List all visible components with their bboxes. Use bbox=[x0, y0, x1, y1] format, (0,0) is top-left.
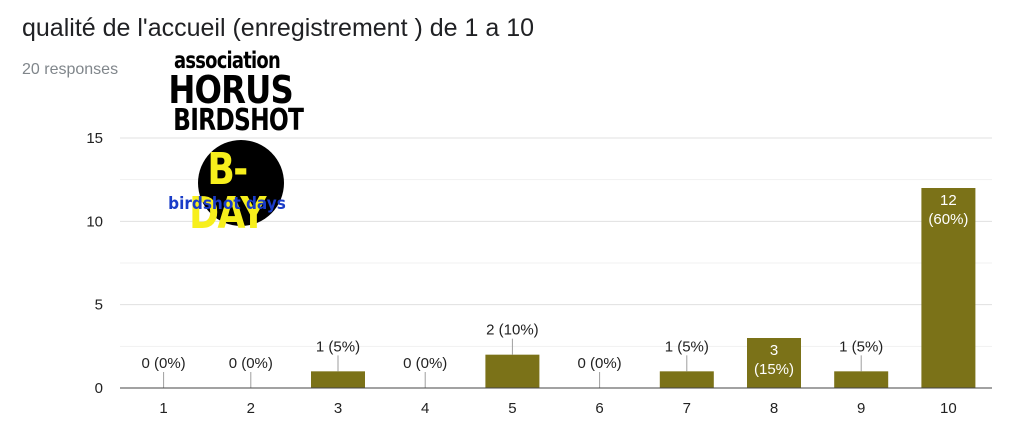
data-label: 0 (0%) bbox=[142, 355, 186, 372]
bday-subtitle: birdshot days bbox=[168, 194, 286, 214]
bday-circle bbox=[198, 140, 284, 226]
x-tick-label: 7 bbox=[683, 400, 691, 417]
y-tick-label: 5 bbox=[95, 297, 103, 314]
bar bbox=[659, 371, 714, 388]
data-label: 0 (0%) bbox=[403, 355, 447, 372]
data-label: 3 (15%) bbox=[754, 342, 794, 378]
x-tick-label: 6 bbox=[595, 400, 603, 417]
bar bbox=[921, 188, 976, 388]
data-label: 12 (60%) bbox=[928, 192, 968, 228]
bday-badge: B-DAY birdshot days bbox=[158, 140, 296, 236]
x-tick-label: 8 bbox=[770, 400, 778, 417]
association-logo: association HORUS BIRDSHOT B-DAY birdsho… bbox=[158, 48, 304, 240]
logo-line-association: association bbox=[174, 48, 281, 74]
logo-line-horus: HORUS bbox=[168, 68, 293, 112]
data-label: 2 (10%) bbox=[486, 322, 539, 339]
data-label: 1 (5%) bbox=[665, 338, 709, 355]
chart-title: qualité de l'accueil (enregistrement ) d… bbox=[22, 14, 535, 42]
y-tick-label: 10 bbox=[86, 213, 103, 230]
x-tick-label: 4 bbox=[421, 400, 429, 417]
bar bbox=[747, 338, 801, 388]
logo-line-birdshot: BIRDSHOT bbox=[173, 103, 304, 138]
x-tick-label: 2 bbox=[247, 400, 255, 417]
response-count: 20 responses bbox=[22, 61, 119, 78]
bar bbox=[834, 371, 889, 388]
y-tick-label: 15 bbox=[86, 130, 103, 147]
data-label: 1 (5%) bbox=[316, 338, 360, 355]
data-label: 0 (0%) bbox=[229, 355, 273, 372]
data-label: 0 (0%) bbox=[578, 355, 622, 372]
bar bbox=[485, 354, 540, 388]
x-tick-label: 9 bbox=[857, 400, 865, 417]
data-label: 1 (5%) bbox=[839, 338, 883, 355]
x-tick-label: 5 bbox=[508, 400, 516, 417]
x-tick-label: 1 bbox=[159, 400, 167, 417]
x-tick-label: 3 bbox=[334, 400, 342, 417]
x-tick-label: 10 bbox=[940, 400, 957, 417]
bday-text: B-DAY bbox=[189, 144, 266, 239]
bar bbox=[311, 371, 365, 388]
y-tick-label: 0 bbox=[95, 380, 103, 397]
